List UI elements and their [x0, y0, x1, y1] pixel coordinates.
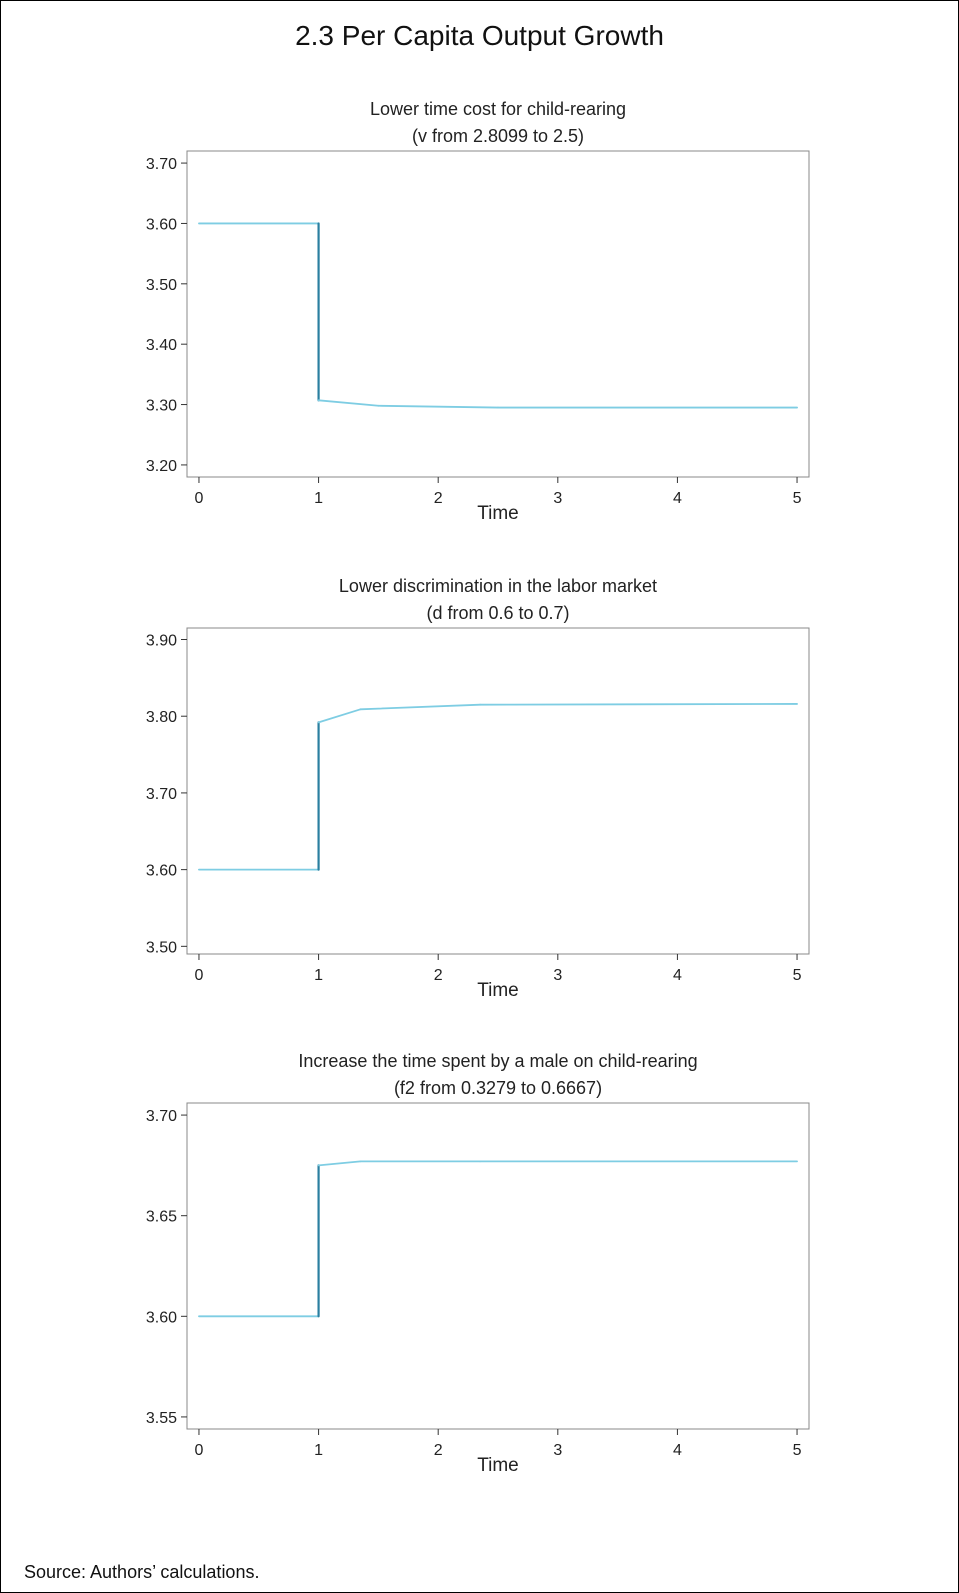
chart-3-xtick-label: 5	[793, 1442, 802, 1459]
source-note: Source: Authors’ calculations.	[24, 1562, 260, 1582]
chart-2-xtick-label: 1	[314, 967, 323, 984]
chart-3-ytick-label: 3.55	[146, 1410, 177, 1427]
chart-1-xtick-label: 3	[553, 490, 562, 507]
chart-2-series-segment	[359, 703, 481, 711]
chart-3-xlabel: Time	[477, 1455, 519, 1476]
chart-3-title: Increase the time spent by a male on chi…	[298, 1051, 698, 1071]
chart-1-svg: 3.20 3.30 3.40 3.50 3.60 3.70 0 1 2 3 4 5 Time	[146, 150, 810, 524]
chart-2-xlabel: Time	[477, 980, 519, 1001]
chart-2-ytick-label: 3.90	[146, 633, 177, 650]
chart-1-xtick-label: 0	[195, 490, 204, 507]
chart-2-ytick-label: 3.80	[146, 709, 177, 726]
chart-1-series-segment	[317, 399, 380, 407]
chart-2-ytick-label: 3.70	[146, 786, 177, 803]
chart-1-xtick-label: 5	[793, 490, 802, 507]
chart-1-xtick-label: 4	[673, 490, 682, 507]
chart-3-ytick-label: 3.60	[146, 1309, 177, 1326]
chart-2-xtick-label: 5	[793, 967, 802, 984]
chart-3-xtick-label: 4	[673, 1442, 682, 1459]
chart-3-frame	[186, 1102, 810, 1430]
chart-3-subtitle: (f2 from 0.3279 to 0.6667)	[393, 1078, 603, 1098]
chart-1-ytick-label: 3.30	[146, 398, 177, 415]
chart-1-series-segment	[377, 404, 499, 409]
chart-1-ytick-label: 3.20	[146, 458, 177, 475]
chart-1-ytick-label: 3.70	[146, 156, 177, 173]
chart-2-xtick-label: 3	[553, 967, 562, 984]
chart-3-svg: 3.55 3.60 3.65 3.70 0 1 2 3 4 5 Time	[146, 1102, 810, 1476]
chart-1-xlabel: Time	[477, 503, 519, 524]
chart-3-ytick-label: 3.65	[146, 1209, 177, 1226]
chart-1-title: Lower time cost for child-rearing	[369, 99, 627, 119]
chart-1-ytick-label: 3.40	[146, 337, 177, 354]
chart-1-frame	[186, 150, 810, 478]
chart-2-frame	[186, 627, 810, 955]
chart-panel-3: Increase the time spent by a male on chi…	[0, 1048, 959, 1488]
chart-2-xtick-label: 2	[434, 967, 443, 984]
chart-1-ytick-label: 3.60	[146, 216, 177, 233]
chart-2-subtitle: (d from 0.6 to 0.7)	[426, 603, 570, 623]
chart-2-svg: 3.50 3.60 3.70 3.80 3.90 0 1 2 3 4 5 Time	[146, 627, 810, 1001]
chart-3-xtick-label: 2	[434, 1442, 443, 1459]
chart-3-ytick-label: 3.70	[146, 1108, 177, 1125]
chart-3-xtick-label: 1	[314, 1442, 323, 1459]
chart-2-ytick-label: 3.50	[146, 939, 177, 956]
chart-3-xtick-label: 3	[553, 1442, 562, 1459]
chart-1-ytick-label: 3.50	[146, 277, 177, 294]
chart-3-series-segment	[317, 1160, 362, 1167]
chart-2-ytick-label: 3.60	[146, 863, 177, 880]
chart-2-title: Lower discrimination in the labor market	[338, 576, 658, 596]
chart-panel-2: Lower discrimination in the labor market…	[0, 573, 959, 1013]
chart-2-series-segment	[479, 703, 798, 706]
chart-3-xtick-label: 0	[195, 1442, 204, 1459]
chart-2-xtick-label: 0	[195, 967, 204, 984]
chart-1-subtitle: (v from 2.8099 to 2.5)	[411, 126, 585, 146]
chart-1-xtick-label: 1	[314, 490, 323, 507]
chart-panel-1: Lower time cost for child-rearing (v fro…	[0, 96, 959, 536]
chart-2-xtick-label: 4	[673, 967, 682, 984]
figure-title: 2.3 Per Capita Output Growth	[295, 20, 664, 51]
chart-1-xtick-label: 2	[434, 490, 443, 507]
chart-2-series-segment	[317, 708, 362, 724]
